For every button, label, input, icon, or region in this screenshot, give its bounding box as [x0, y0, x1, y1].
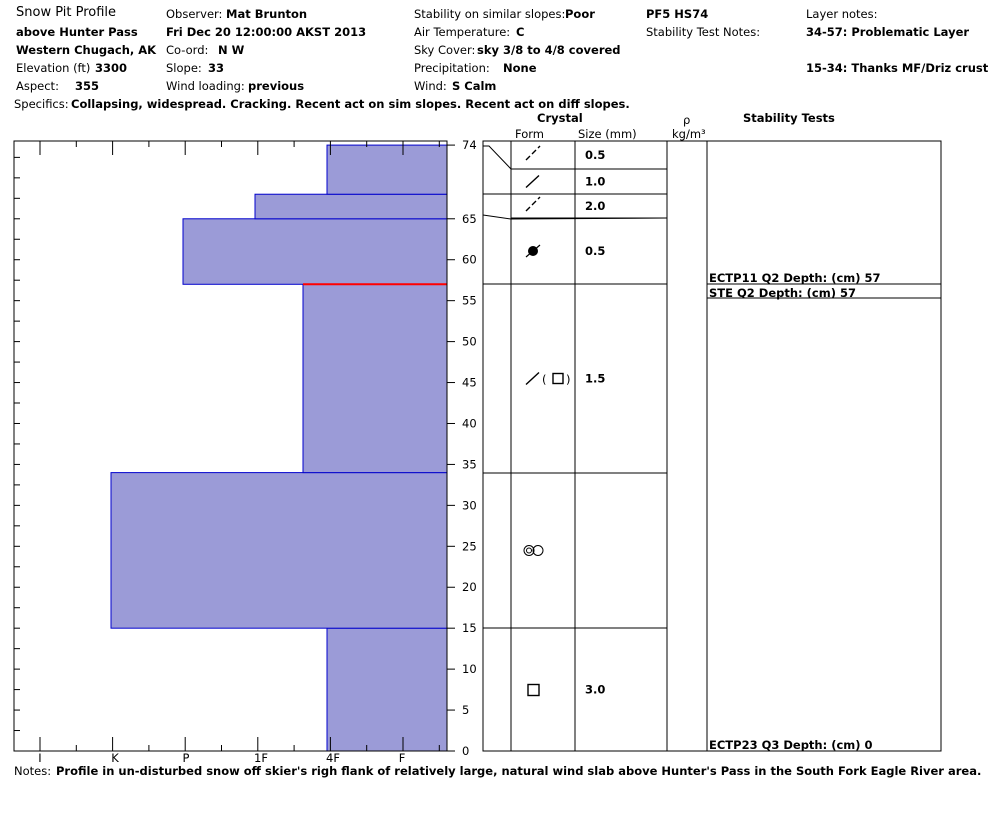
coord-label: Co-ord: [166, 43, 209, 57]
y-tick-label: 65 [462, 212, 477, 226]
hardness-bar [326, 627, 448, 752]
x-tick-label: P [183, 751, 190, 765]
stability-test-label: STE Q2 Depth: (cm) 57 [709, 286, 856, 300]
page-title: Snow Pit Profile [16, 5, 117, 20]
size-label: 3.0 [585, 683, 605, 697]
y-tick-label: 74 [462, 138, 477, 152]
datetime: Fri Dec 20 12:00:00 AKST 2013 [166, 25, 367, 39]
slope-value: 33 [208, 61, 225, 75]
elevation-label: Elevation (ft) [16, 61, 91, 75]
y-tick-label: 5 [462, 703, 469, 717]
notes-label: Notes: [14, 764, 52, 778]
y-tick-label: 45 [462, 376, 477, 390]
wind-value: S Calm [452, 79, 497, 93]
aspect-label: Aspect: [16, 79, 59, 93]
layer-connector [482, 214, 668, 220]
y-tick-label: 40 [462, 416, 477, 430]
x-tick-label: I [38, 751, 41, 765]
y-tick-label: 55 [462, 294, 477, 308]
decomposing-icon [525, 174, 540, 189]
x-tick-label: 4F [326, 751, 340, 765]
y-tick-label: 60 [462, 253, 477, 267]
stability-test-label: ECTP11 Q2 Depth: (cm) 57 [709, 271, 881, 285]
hardness-bar [182, 218, 448, 285]
y-tick-label: 20 [462, 580, 477, 594]
new-snow-icon [525, 196, 541, 212]
elevation-value: 3300 [95, 61, 128, 75]
wind-loading-label: Wind loading: [166, 79, 245, 93]
stability-notes-label: Stability Test Notes: [646, 25, 761, 39]
y-tick-label: 25 [462, 539, 477, 553]
precip-label: Precipitation: [414, 61, 490, 75]
rounded-inner-icon [526, 547, 532, 554]
specifics-value: Collapsing, widespread. Cracking. Recent… [71, 97, 630, 111]
stability-label: Stability on similar slopes: [414, 7, 566, 21]
form-header: Form [515, 127, 544, 141]
size-header: Size (mm) [578, 127, 637, 141]
specifics-label: Specifics: [14, 97, 69, 111]
stability-test-label: ECTP23 Q3 Depth: (cm) 0 [709, 738, 873, 752]
facet-icon [552, 372, 564, 385]
hardness-bars [110, 144, 448, 752]
graupel-slash [525, 244, 541, 258]
aspect-value: 355 [75, 79, 100, 93]
rho-header: ρ [683, 113, 691, 127]
stability-value: Poor [565, 7, 595, 21]
wind-loading-value: previous [248, 79, 305, 93]
pf-label: PF5 HS74 [646, 7, 709, 21]
layer-note: 15-34: Thanks MF/Driz crust [806, 61, 989, 75]
location: above Hunter Pass [16, 25, 138, 39]
y-tick-label: 30 [462, 498, 477, 512]
axes: I K P 1F 4F F 0 5 10 15 20 25 30 35 40 45 50 55 60 65 74 [14, 138, 477, 765]
paren-icon: ( [542, 373, 547, 387]
hardness-bar [302, 283, 448, 474]
size-label: 2.0 [585, 199, 605, 213]
x-tick-label: 1F [254, 751, 268, 765]
y-tick-label: 50 [462, 335, 477, 349]
chart-frame [13, 140, 448, 752]
notes-value: Profile in un-disturbed snow off skier's… [56, 764, 982, 778]
wind-label: Wind: [414, 79, 447, 93]
hardness-bar [110, 472, 448, 629]
layer-note: 34-57: Problematic Layer [806, 25, 970, 39]
paren-icon: ) [566, 373, 571, 387]
slope-label: Slope: [166, 61, 202, 75]
hardness-bar [254, 193, 448, 220]
y-tick-label: 15 [462, 621, 477, 635]
sky-label: Sky Cover: [414, 43, 476, 57]
facet-icon [527, 683, 540, 697]
stability-tests-header: Stability Tests [743, 111, 835, 125]
region: Western Chugach, AK [16, 43, 157, 57]
layer-connector [483, 145, 667, 170]
air-temp-value: C [516, 25, 525, 39]
crystal-header: Crystal [537, 111, 583, 125]
size-label: 0.5 [585, 244, 605, 258]
x-tick-label: K [111, 751, 119, 765]
layer-notes-label: Layer notes: [806, 7, 878, 21]
x-tick-label: F [399, 751, 406, 765]
y-tick-label: 10 [462, 662, 477, 676]
size-label: 0.5 [585, 148, 605, 162]
density-unit-header: kg/m³ [672, 127, 706, 141]
crystal-table: 0.5 1.0 2.0 0.5 1.5 () 3.0 [482, 140, 942, 752]
stability-frame [666, 140, 942, 752]
hardness-plot-frame [13, 140, 448, 752]
rounded-icon [532, 545, 544, 556]
size-label: 1.0 [585, 175, 605, 189]
y-tick-label: 35 [462, 457, 477, 471]
observer-value: Mat Brunton [226, 7, 308, 21]
new-snow-icon [525, 145, 541, 161]
decomposing-icon [525, 371, 540, 386]
size-label: 1.5 [585, 372, 605, 386]
air-temp-label: Air Temperature: [414, 25, 511, 39]
rounded-icon [523, 545, 535, 556]
y-tick-label: 0 [462, 744, 469, 758]
observer-label: Observer: [166, 7, 223, 21]
precip-value: None [503, 61, 537, 75]
sky-value: sky 3/8 to 4/8 covered [477, 43, 621, 57]
coord-value: N W [218, 43, 245, 57]
hardness-bar [326, 144, 448, 195]
